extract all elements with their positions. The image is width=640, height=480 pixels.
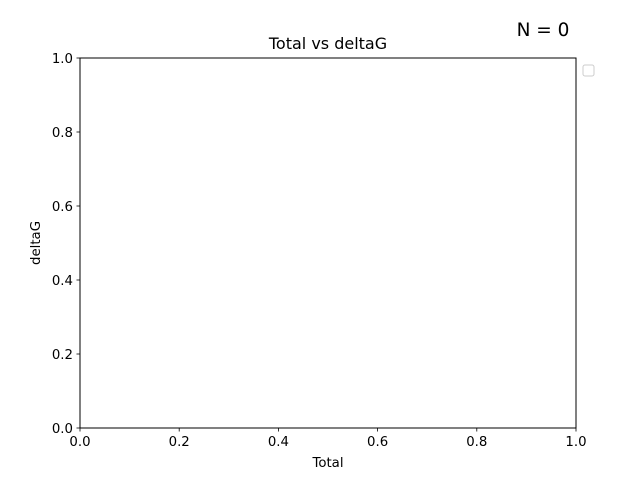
- x-tick-label: 0.8: [466, 435, 487, 450]
- plot-area: [79, 57, 577, 429]
- y-tick-label: 0.8: [52, 126, 73, 141]
- chart-title: Total vs deltaG: [268, 34, 387, 53]
- y-tick-label: 0.0: [52, 422, 73, 437]
- y-axis-label: deltaG: [29, 221, 44, 265]
- x-axis-label: Total: [311, 456, 343, 471]
- y-tick-label: 1.0: [52, 52, 73, 67]
- y-tick-label: 0.4: [52, 274, 73, 289]
- x-tick-label: 0.6: [367, 435, 388, 450]
- x-tick-label: 0.0: [69, 435, 90, 450]
- sample-count-annotation: N = 0: [517, 20, 570, 41]
- x-axis-ticks: 0.0 0.2 0.4 0.6 0.8 1.0: [69, 428, 587, 450]
- y-tick-label: 0.6: [52, 200, 73, 215]
- y-axis-ticks: 0.0 0.2 0.4 0.6 0.8 1.0: [52, 52, 80, 437]
- x-tick-label: 1.0: [565, 435, 586, 450]
- x-tick-label: 0.2: [169, 435, 190, 450]
- x-tick-label: 0.4: [268, 435, 289, 450]
- legend-box: [582, 64, 595, 77]
- y-tick-label: 0.2: [52, 348, 73, 363]
